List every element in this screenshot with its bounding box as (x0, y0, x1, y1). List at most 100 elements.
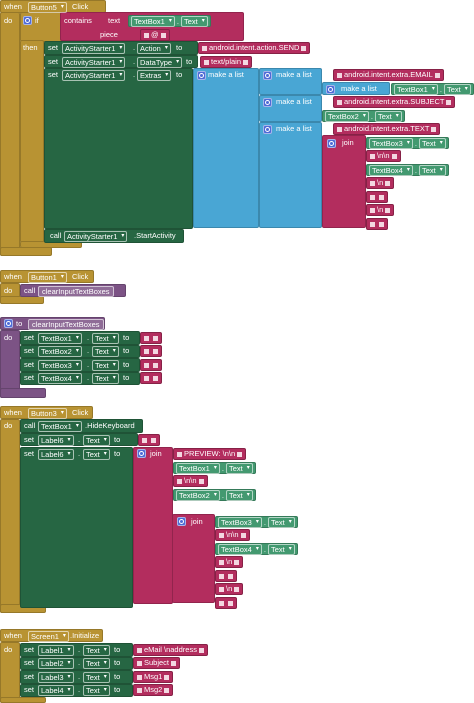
block-label: call (24, 286, 36, 295)
dropdown[interactable]: Label3 (38, 671, 74, 683)
dropdown[interactable]: TextBox3 (218, 516, 262, 528)
dropdown[interactable]: Text (267, 516, 295, 528)
dropdown[interactable]: TextBox4 (38, 372, 82, 384)
mutator-gear[interactable] (263, 71, 272, 80)
dropdown[interactable]: TextBox3 (38, 359, 82, 371)
mutator-gear[interactable] (4, 319, 13, 328)
block-label: set (48, 70, 59, 79)
dropdown[interactable]: Text (92, 372, 119, 384)
mutator-gear[interactable] (177, 517, 186, 526)
block-label: to (16, 319, 23, 328)
block-shape (172, 514, 215, 603)
mutator-gear[interactable] (197, 71, 206, 80)
dropdown[interactable]: Text (83, 434, 110, 446)
getter-block: TextBox2.Text (322, 110, 405, 122)
dropdown[interactable]: DataType (137, 56, 183, 68)
block-label: . (78, 672, 81, 681)
block-label: Click (72, 2, 89, 11)
dropdown[interactable]: Button1 (28, 271, 67, 283)
dropdown[interactable]: Label2 (38, 657, 74, 669)
dropdown[interactable]: Screen1 (28, 630, 69, 642)
mutator-gear[interactable] (326, 85, 335, 94)
mutator-gear[interactable] (263, 125, 272, 134)
block-label: set (24, 373, 35, 382)
dropdown[interactable]: Text (83, 684, 110, 696)
text-literal: android.intent.action.SEND (198, 42, 311, 54)
block-shape (322, 82, 390, 95)
dropdown[interactable]: ActivityStarter1 (62, 42, 126, 54)
block-shape (20, 284, 126, 297)
dropdown[interactable]: Button5 (28, 1, 67, 13)
dropdown[interactable]: Label6 (38, 434, 74, 446)
dropdown[interactable]: ActivityStarter1 (62, 69, 126, 81)
getter-block: TextBox3.Text (366, 137, 449, 149)
block-label: make a list (276, 124, 312, 133)
dropdown[interactable]: Text (225, 489, 253, 501)
dropdown[interactable]: TextBox4 (369, 164, 413, 176)
block-label: to (114, 658, 121, 667)
mutator-gear[interactable] (23, 16, 32, 25)
dropdown[interactable]: Label1 (38, 644, 74, 656)
dropdown[interactable]: TextBox1 (131, 15, 175, 27)
getter-block: TextBox1.Text (391, 83, 474, 95)
block-shape (133, 447, 173, 604)
dropdown[interactable]: Text (83, 657, 110, 669)
block-label: .StartActivity (134, 231, 176, 240)
block-label: do (4, 16, 13, 25)
block-shape (20, 447, 133, 608)
mutator-gear[interactable] (137, 449, 146, 458)
block-label: . (263, 517, 266, 527)
procedure-name: clearInputTextBoxes (28, 318, 104, 330)
text-literal: Msg2 (133, 684, 174, 696)
dropdown[interactable]: TextBox1 (38, 420, 82, 432)
dropdown[interactable]: Text (92, 359, 119, 371)
block-label: do (4, 645, 13, 654)
dropdown[interactable]: Text (180, 15, 208, 27)
empty-text-literal (366, 191, 388, 203)
getter-block: TextBox1.Text (128, 15, 211, 27)
block-shape (322, 135, 366, 228)
dropdown[interactable]: Text (374, 110, 402, 122)
dropdown[interactable]: ActivityStarter1 (62, 56, 126, 68)
dropdown[interactable]: TextBox2 (176, 489, 220, 501)
block-label: text (108, 16, 121, 25)
dropdown[interactable]: Text (418, 137, 446, 149)
dropdown[interactable]: ActivityStarter1 (64, 230, 128, 242)
dropdown[interactable]: TextBox3 (369, 137, 413, 149)
dropdown[interactable]: Extras (137, 69, 172, 81)
dropdown[interactable]: TextBox2 (38, 345, 82, 357)
dropdown[interactable]: Text (83, 671, 110, 683)
text-literal: \n\n (366, 150, 401, 162)
dropdown[interactable]: TextBox4 (218, 543, 262, 555)
dropdown[interactable]: Text (83, 448, 110, 460)
block-label: . (133, 43, 136, 52)
block-label: contains (64, 16, 92, 25)
block-label: . (78, 645, 81, 654)
mutator-gear[interactable] (327, 139, 336, 148)
dropdown[interactable]: Label6 (38, 448, 74, 460)
dropdown[interactable]: Text (225, 462, 253, 474)
empty-text-literal (140, 345, 162, 357)
dropdown[interactable]: Text (443, 83, 471, 95)
dropdown[interactable]: Label4 (38, 684, 74, 696)
dropdown[interactable]: Text (92, 332, 119, 344)
dropdown[interactable]: TextBox1 (394, 83, 438, 95)
dropdown[interactable]: TextBox2 (325, 110, 369, 122)
block-label: if (35, 16, 39, 25)
dropdown[interactable]: Text (418, 164, 446, 176)
block-label: when (4, 631, 22, 640)
mutator-gear[interactable] (263, 98, 272, 107)
procedure-name: clearInputTextBoxes (38, 285, 114, 297)
dropdown[interactable]: Action (137, 42, 171, 54)
dropdown[interactable]: Text (267, 543, 295, 555)
dropdown[interactable]: TextBox1 (38, 332, 82, 344)
dropdown[interactable]: Text (92, 345, 119, 357)
block-label: to (123, 360, 130, 369)
dropdown[interactable]: TextBox1 (176, 462, 220, 474)
block-shape (20, 40, 44, 243)
dropdown[interactable]: Button3 (28, 407, 67, 419)
dropdown[interactable]: Text (83, 644, 110, 656)
block-label: to (123, 373, 130, 382)
block-label: set (24, 333, 35, 342)
